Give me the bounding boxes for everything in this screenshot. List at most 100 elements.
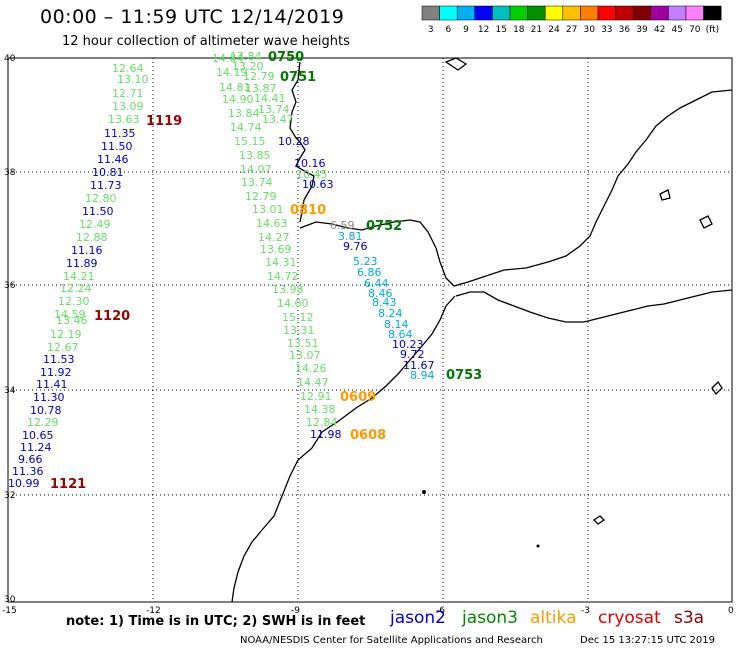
- sat-altika: altika: [530, 608, 577, 628]
- swh-value: 14.72: [267, 270, 299, 283]
- lat-tick: 40: [4, 54, 16, 64]
- swh-value: 13.07: [289, 349, 321, 362]
- swh-value: 14.07: [240, 163, 272, 176]
- swh-value: 14.21: [63, 270, 95, 283]
- sat-jason2: jason2: [390, 608, 446, 628]
- legend-label: 42: [654, 25, 665, 35]
- swh-value: 9.76: [343, 240, 368, 253]
- generated-timestamp: Dec 15 13:27:15 UTC 2019: [580, 635, 715, 646]
- legend-swatch: [703, 5, 722, 21]
- credit-line: NOAA/NESDIS Center for Satellite Applica…: [240, 635, 543, 646]
- lon-tick: 0: [728, 606, 734, 616]
- swh-value: 12.79: [245, 190, 277, 203]
- lat-tick: 34: [4, 386, 16, 396]
- island-marker: [422, 490, 426, 494]
- lat-tick-labels: 40 38 36 34 32 30: [4, 54, 16, 605]
- swh-value: 13.84: [230, 50, 262, 63]
- swh-value: 12.84: [306, 416, 338, 429]
- legend-swatch: [492, 5, 511, 21]
- swh-value: 11.73: [90, 179, 122, 192]
- legend-label: 30: [583, 25, 595, 35]
- lat-tick: 38: [4, 168, 16, 178]
- lat-tick: 36: [4, 281, 16, 291]
- swh-value: 10.99: [8, 477, 40, 490]
- swh-value: 14.74: [230, 121, 262, 134]
- swh-value: 11.30: [33, 391, 65, 404]
- lon-tick: -6: [436, 606, 445, 616]
- legend-swatch: [580, 5, 599, 21]
- swh-value: 11.46: [97, 153, 129, 166]
- lat-tick: 30: [4, 595, 16, 605]
- swh-value: 10.23: [392, 338, 424, 351]
- swh-value: 10.81: [92, 166, 124, 179]
- sat-s3a: s3a: [674, 608, 705, 628]
- legend-label: 18: [513, 25, 525, 35]
- swh-value: 12.24: [60, 282, 92, 295]
- legend-label: 6: [446, 25, 452, 35]
- legend-swatch: [474, 5, 493, 21]
- lon-tick: -15: [2, 606, 17, 616]
- swh-value: 11.36: [12, 465, 44, 478]
- swh-value: 11.67: [403, 359, 435, 372]
- swh-value: 13.51: [287, 337, 319, 350]
- swh-value: 12.19: [50, 328, 82, 341]
- swh-value: 10.16: [294, 157, 326, 170]
- sat-cryosat: cryosat: [598, 608, 661, 628]
- swh-value: 12.71: [112, 87, 144, 100]
- swh-value: 13.69: [260, 243, 292, 256]
- swh-value: 11.41: [36, 378, 68, 391]
- swh-value: 14.31: [265, 256, 297, 269]
- map-title: 00:00 – 11:59 UTC 12/14/2019: [40, 6, 345, 28]
- swh-value: 13.85: [239, 149, 271, 162]
- swh-value: 8.43: [372, 296, 397, 309]
- pass-time: 0810: [290, 203, 326, 218]
- swh-value: 13.10: [117, 73, 149, 86]
- swh-value: 14.27: [258, 231, 290, 244]
- legend-label: 3: [428, 25, 434, 35]
- swh-value: 13.84: [228, 107, 260, 120]
- legend-swatch: [650, 5, 669, 21]
- swh-value: 6.86: [357, 266, 382, 279]
- legend-swatch: [421, 5, 440, 21]
- pass-time: 0750: [268, 50, 304, 65]
- pass-time: 0751: [280, 70, 316, 85]
- pass-time: 1121: [50, 477, 86, 492]
- swh-value: 11.92: [40, 366, 72, 379]
- swh-value: 12.67: [47, 341, 79, 354]
- swh-value: 14.47: [297, 376, 329, 389]
- swh-value: 14.41: [254, 92, 286, 105]
- legend-label: 15: [495, 25, 506, 35]
- swh-value: 14.38: [304, 403, 336, 416]
- swh-value: 6.44: [364, 277, 389, 290]
- legend-label: 45: [671, 25, 682, 35]
- swh-value: 14.63: [256, 217, 288, 230]
- swh-value: 9.72: [400, 348, 425, 361]
- swh-value: 3.81: [338, 230, 363, 243]
- swh-value: 10.63: [302, 178, 334, 191]
- legend-label: 9: [463, 25, 469, 35]
- swh-value: 13.01: [252, 203, 284, 216]
- swh-value: 14.26: [295, 362, 327, 375]
- swh-value: 11.89: [66, 257, 98, 270]
- pass-times: 0750 0751 1119 0810 0752 1120 0753 0609 0608 1121: [50, 50, 482, 492]
- legend-swatch: [527, 5, 546, 21]
- swh-value: 14.81: [219, 81, 251, 94]
- swh-value: 10.28: [278, 135, 310, 148]
- swh-value: 12.30: [58, 295, 90, 308]
- swh-value: 10.45: [296, 168, 328, 181]
- pass-time: 0609: [340, 390, 376, 405]
- map-subtitle: 12 hour collection of altimeter wave hei…: [62, 34, 350, 49]
- legend-label: 21: [531, 25, 542, 35]
- pass-time: 0608: [350, 428, 386, 443]
- swh-value: 14.19: [216, 66, 248, 79]
- swh-value: 12.64: [112, 62, 144, 75]
- legend-swatch: [456, 5, 476, 21]
- legend-swatch: [668, 5, 687, 21]
- swh-value: 11.50: [82, 205, 114, 218]
- swh-value: 10.65: [22, 429, 54, 442]
- coastline: [231, 57, 733, 603]
- swh-value: 15.12: [282, 311, 314, 324]
- swh-value: 11.98: [310, 428, 342, 441]
- swh-value: 6.59: [330, 219, 355, 232]
- swh-value: 12.80: [85, 192, 117, 205]
